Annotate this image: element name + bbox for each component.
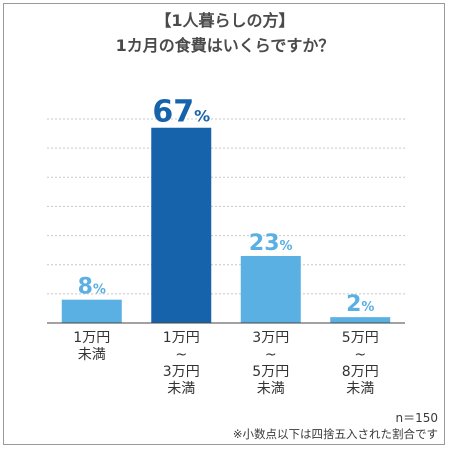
chart-title: 【1人暮らしの方】 1カ月の食費はいくらですか？ [0, 8, 450, 58]
chart-title-line1: 【1人暮らしの方】 [155, 11, 295, 30]
bar-3 [330, 317, 391, 323]
value-label-3: 2% [346, 292, 374, 317]
category-label-2: 3万円~ 5万円未満 [252, 330, 289, 397]
category-label-3: 5万円~ 8万円未満 [342, 330, 379, 397]
chart-title-line2: 1カ月の食費はいくらですか？ [115, 36, 335, 55]
bar-1 [151, 127, 212, 323]
category-label-1: 1万円~ 3万円未満 [163, 330, 200, 397]
chart-frame [3, 3, 445, 445]
value-label-1: 67% [152, 95, 210, 130]
category-label-0: 1万円未満 [73, 330, 110, 363]
bar-2 [240, 255, 301, 323]
footnote: ※小数点以下は四捨五入された割合です [232, 427, 438, 441]
value-label-2: 23% [249, 231, 293, 256]
bars [61, 127, 391, 323]
gridlines [47, 118, 405, 295]
category-labels: 1万円未満 1万円~ 3万円未満 3万円~ 5万円未満 5万円~ 8万円未満 [73, 330, 378, 397]
bar-0 [61, 299, 122, 323]
value-label-0: 8% [78, 275, 106, 300]
sample-size: n＝150 [395, 411, 438, 425]
value-labels: 8% 67% 23% 2% [78, 95, 375, 317]
